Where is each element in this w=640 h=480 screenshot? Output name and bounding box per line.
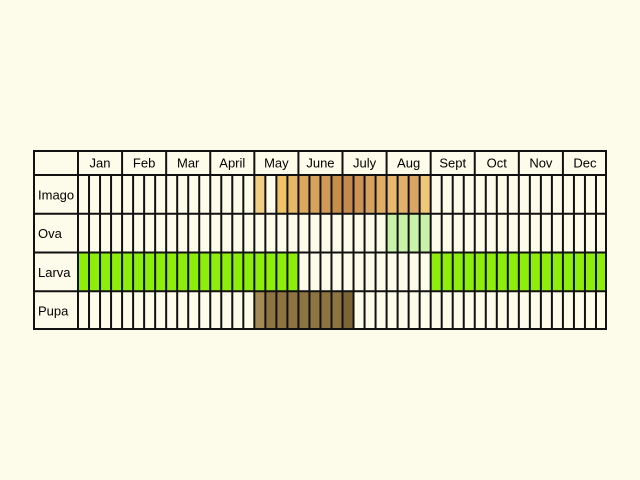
month-label-jan: Jan xyxy=(90,156,111,171)
month-label-april: April xyxy=(219,156,245,171)
phase-span-imago-3 xyxy=(298,175,310,214)
phase-span-imago-6 xyxy=(331,175,343,214)
phase-span-imago-13 xyxy=(408,175,420,214)
phenology-chart: Jan Feb Mar April May June July Aug Sept Oct Nov De… xyxy=(33,150,607,330)
row-label-larva: Larva xyxy=(38,265,71,280)
phase-span-imago-4 xyxy=(309,175,321,214)
month-label-june: June xyxy=(306,156,334,171)
row-label-ova: Ova xyxy=(38,226,63,241)
phase-span-imago-1 xyxy=(276,175,288,214)
month-label-oct: Oct xyxy=(487,156,508,171)
phase-span-pupa-1 xyxy=(265,291,343,330)
month-label-july: July xyxy=(353,156,377,171)
row-label-imago: Imago xyxy=(38,187,74,202)
phase-span-imago-2 xyxy=(287,175,299,214)
phase-span-imago-12 xyxy=(397,175,409,214)
month-label-dec: Dec xyxy=(573,156,597,171)
row-label-pupa: Pupa xyxy=(38,304,69,319)
table-border xyxy=(33,150,607,330)
phase-span-imago-11 xyxy=(386,175,398,214)
month-label-nov: Nov xyxy=(529,156,553,171)
phase-span-imago-9 xyxy=(364,175,376,214)
month-label-mar: Mar xyxy=(177,156,200,171)
month-label-sept: Sept xyxy=(439,156,466,171)
phase-span-imago-7 xyxy=(342,175,354,214)
month-label-feb: Feb xyxy=(133,156,155,171)
phase-span-pupa-0 xyxy=(254,291,266,330)
phase-span-imago-10 xyxy=(375,175,387,214)
phase-span-imago-14 xyxy=(419,175,431,214)
phase-span-imago-0 xyxy=(254,175,266,214)
month-label-aug: Aug xyxy=(397,156,420,171)
phase-span-pupa-2 xyxy=(342,291,354,330)
phase-span-imago-5 xyxy=(320,175,332,214)
month-label-may: May xyxy=(264,156,289,171)
phase-span-imago-8 xyxy=(353,175,365,214)
